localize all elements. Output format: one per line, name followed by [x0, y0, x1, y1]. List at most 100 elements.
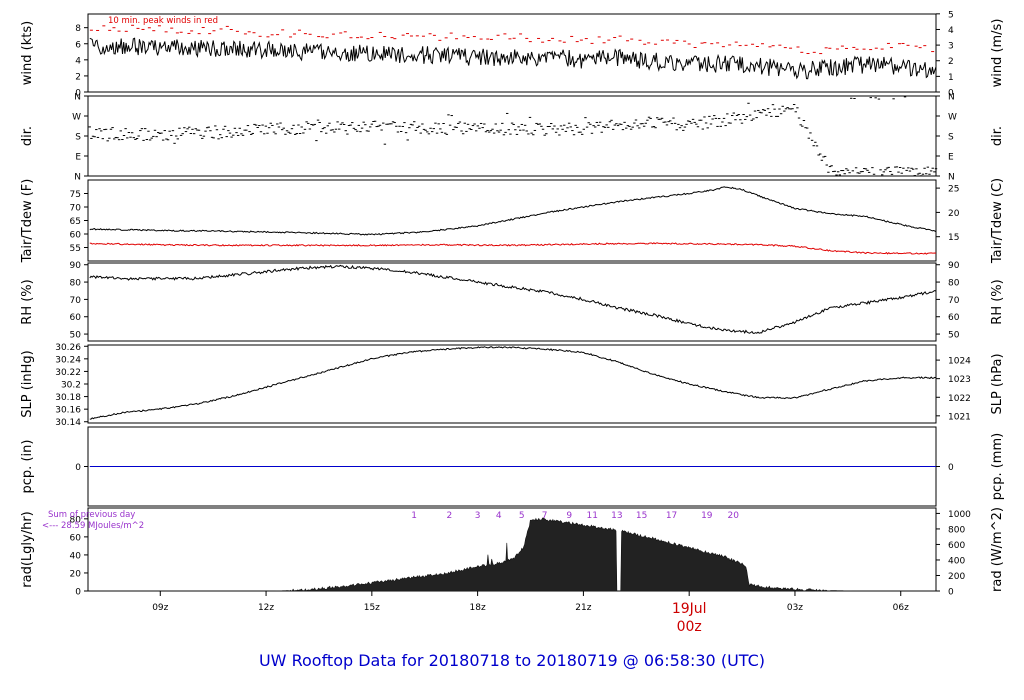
rh-left-tick-label: 80	[70, 279, 82, 289]
x-tick-label: 03z	[787, 603, 803, 613]
rad-right-tick-label: 800	[948, 525, 965, 535]
slp-left-tick-label: 30.22	[55, 368, 81, 378]
time-axis: 09z 12z 15z 18z 21z 03z 06z 19Jul 00z	[152, 591, 909, 635]
rad-left-tick-label: 80	[70, 515, 82, 525]
rh-right-tick-label: 60	[948, 313, 960, 323]
wind-annotation: 10 min. peak winds in red	[108, 16, 218, 26]
x-tick-label: 12z	[258, 603, 274, 613]
rh-right-tick-label: 70	[948, 296, 960, 306]
pcp-ylabel-right: pcp. (mm)	[990, 433, 1005, 500]
radiation-hour-marker: 4	[496, 511, 502, 521]
pcp-ylabel-left: pcp. (in)	[20, 440, 35, 494]
rh-ylabel-left: RH (%)	[20, 279, 35, 324]
rad-left-tick-label: 0	[75, 588, 81, 598]
slp-ylabel-left: SLP (inHg)	[20, 350, 35, 418]
temp-right-tick-label: 25	[948, 185, 959, 195]
slp-left-tick-label: 30.2	[61, 381, 81, 391]
slp-left-tick-label: 30.16	[55, 406, 81, 416]
radiation-hour-marker: 20	[728, 511, 740, 521]
temp-tair-line	[89, 186, 937, 236]
slp-left-tick-label: 30.24	[55, 355, 81, 365]
wind-right-tick-label: 2	[948, 57, 954, 67]
panels-group: 0 2 4 6 80 1 2 3 4 5 wind (kts) wind (m/s) 10 min. p…	[20, 10, 1005, 597]
wind-frame	[87, 13, 937, 93]
wind-right-tick-label: 4	[948, 26, 954, 36]
wind-left-tick-label: 6	[75, 40, 81, 50]
dir-left-tick-label: W	[72, 113, 81, 123]
temp-left-tick-label: 65	[70, 217, 81, 227]
radiation-hour-marker: 9	[566, 511, 572, 521]
temp-left-tick-label: 75	[70, 190, 81, 200]
rh-panel: 50 60 70 80 90 50 60 70 80 90 RH (%) RH (%)	[20, 261, 1005, 342]
dir-ylabel-right: dir.	[990, 126, 1005, 146]
pcp-panel: 0 0 pcp. (in) pcp. (mm)	[20, 426, 1005, 507]
wind-wind-line	[89, 37, 937, 80]
radiation-hour-marker: 7	[542, 511, 548, 521]
dir-ylabel-left: dir.	[20, 126, 35, 146]
x-tick-label: 09z	[152, 603, 168, 613]
slp-left-tick-label: 30.26	[55, 343, 81, 353]
radiation-hour-marker: 3	[475, 511, 481, 521]
radiation-hour-marker: 5	[519, 511, 525, 521]
dir-left-tick-label: S	[75, 133, 81, 143]
rad-radiation-area	[89, 517, 936, 592]
rh-left-tick-label: 60	[70, 313, 82, 323]
rad-left-tick-label: 40	[70, 551, 82, 561]
slp-right-tick-label: 1021	[948, 412, 971, 422]
radiation-hour-marker: 17	[666, 511, 677, 521]
radiation-hour-marker: 13	[611, 511, 622, 521]
radiation-sum-value: <--- 28.59 MJoules/m^2	[42, 521, 144, 531]
radiation-hour-marker: 15	[636, 511, 647, 521]
pcp-left-tick-label: 0	[75, 463, 81, 473]
x-tick-label: 18z	[470, 603, 486, 613]
dir-right-tick-label: N	[948, 93, 955, 103]
slp-ylabel-right: SLP (hPa)	[990, 353, 1005, 414]
wind-right-tick-label: 5	[948, 10, 954, 20]
slp-right-tick-label: 1024	[948, 357, 971, 367]
radiation-hour-marker: 1	[411, 511, 417, 521]
wind-right-tick-label: 1	[948, 73, 954, 83]
wind-ylabel-left: wind (kts)	[20, 21, 35, 85]
wind-left-tick-label: 2	[75, 72, 81, 82]
x-tick-label: 06z	[893, 603, 909, 613]
temp-right-tick-label: 20	[948, 209, 960, 219]
rh-right-tick-label: 50	[948, 331, 960, 341]
temp-ylabel-right: Tair/Tdew (C)	[990, 178, 1005, 264]
dir-frame	[87, 95, 937, 177]
temp-right-tick-label: 15	[948, 233, 959, 243]
dir-right-tick-label: S	[948, 133, 954, 143]
dir-right-tick-label: E	[948, 153, 954, 163]
chart-title: UW Rooftop Data for 20180718 to 20180719…	[259, 651, 765, 670]
rad-left-tick-label: 20	[70, 569, 82, 579]
rh-rh-line	[89, 264, 937, 334]
temp-ylabel-left: Tair/Tdew (F)	[20, 179, 35, 264]
rad-right-tick-label: 600	[948, 541, 965, 551]
slp-panel: 30.14 30.16 30.18 30.2 30.22 30.24 30.26 1021 10…	[20, 343, 1005, 428]
wind-left-tick-label: 0	[75, 89, 81, 99]
radiation-hour-marker: 11	[586, 511, 597, 521]
dir-left-tick-label: N	[74, 173, 81, 183]
radiation-sum-label: Sum of previous day	[48, 510, 135, 520]
rad-right-tick-label: 400	[948, 556, 965, 566]
rad-right-tick-label: 1000	[948, 510, 971, 520]
x-tick-label: 21z	[575, 603, 591, 613]
rh-right-tick-label: 90	[948, 261, 960, 271]
rad-ylabel-right: rad (W/m^2)	[990, 507, 1005, 592]
temp-left-tick-label: 60	[70, 231, 82, 241]
radiation-hour-marker: 2	[447, 511, 453, 521]
slp-right-tick-label: 1022	[948, 394, 971, 404]
radiation-hour-marker: 19	[701, 511, 713, 521]
slp-left-tick-label: 30.18	[55, 393, 81, 403]
temp-left-tick-label: 55	[70, 244, 81, 254]
rh-left-tick-label: 90	[70, 261, 82, 271]
dir-right-tick-label: W	[948, 113, 957, 123]
rad-ylabel-left: rad(Lgly/hr)	[20, 511, 35, 587]
slp-frame	[87, 344, 937, 424]
pcp-right-tick-label: 0	[948, 463, 954, 473]
wind-ylabel-right: wind (m/s)	[990, 19, 1005, 88]
wind-panel: 0 2 4 6 8 0 1 2 3 4 5 wind (kts) wind (m/s) 10 min. p…	[20, 10, 1005, 98]
rh-left-tick-label: 50	[70, 331, 82, 341]
